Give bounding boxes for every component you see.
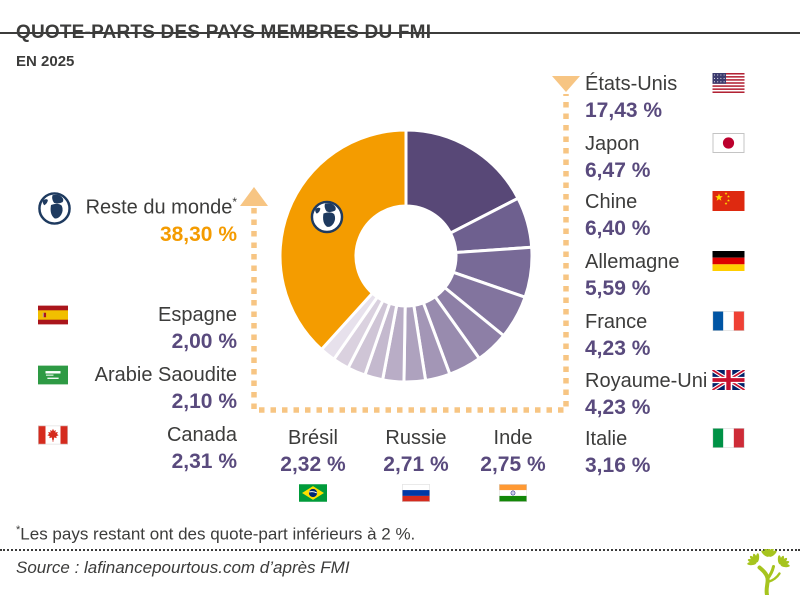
- flag-gb-icon: [711, 368, 746, 392]
- country-label: Italie: [585, 428, 628, 450]
- flag-cn-icon: [712, 191, 745, 211]
- donut-segment-japon: [448, 196, 534, 255]
- donut-segment-allemagne: [443, 270, 527, 338]
- legend-item-inde: Inde 2,75 %: [453, 425, 573, 507]
- flag-jp-icon: [712, 133, 745, 153]
- quota-value: 2,32 %: [280, 453, 346, 476]
- country-label: Allemagne: [585, 251, 680, 273]
- country-label: France: [585, 311, 648, 333]
- country-label: Espagne: [158, 304, 237, 326]
- country-label: États-Unis: [585, 73, 678, 95]
- quota-value: 2,71 %: [383, 453, 449, 476]
- quota-value: 2,10 %: [171, 390, 237, 413]
- footer-divider: [0, 549, 800, 551]
- quota-value: 5,59 %: [585, 277, 651, 300]
- donut-segment-italie: [412, 301, 452, 382]
- legend-item-arabie-saoudite: Arabie Saoudite 2,10 %: [38, 362, 237, 415]
- donut-segment-france: [433, 286, 506, 360]
- tree-logo: [747, 549, 790, 595]
- flag-ru-icon: [402, 484, 430, 502]
- arrow-down-icon: [552, 76, 580, 92]
- quota-value: 4,23 %: [585, 396, 651, 419]
- globe-icon: [38, 192, 71, 225]
- flag-us-icon: [712, 73, 745, 93]
- arrow-up-icon: [240, 187, 268, 206]
- footnote: *Les pays restant ont des quote-part inf…: [16, 524, 415, 545]
- legend-item-allemagne: Allemagne 5,59 %: [585, 249, 795, 302]
- legend-item-italie: Italie 3,16 %: [585, 426, 795, 479]
- legend-item-france: France 4,23 %: [585, 309, 795, 362]
- legend-item-russie: Russie 2,71 %: [356, 425, 476, 507]
- quota-value: 6,47 %: [585, 159, 651, 182]
- footnote-text: Les pays restant ont des quote-part infé…: [20, 524, 416, 544]
- donut-chart: [278, 128, 534, 384]
- legend-item-etats-unis: États-Unis 17,43 %: [585, 71, 795, 124]
- donut-segment-etats-unis: [404, 128, 520, 235]
- donut-segment-russie: [381, 303, 407, 384]
- flag-es-icon: [38, 305, 68, 325]
- country-label: Chine: [585, 191, 638, 213]
- legend-item-canada: Canada 2,31 %: [38, 422, 237, 475]
- footnote-mark: *: [16, 524, 21, 536]
- donut-segment-arabie-saoudite: [332, 295, 385, 370]
- country-label: Reste du monde: [85, 196, 233, 219]
- donut-segment-espagne: [319, 291, 379, 361]
- legend-item-reste-du-monde: Reste du monde* 38,30 %: [38, 189, 237, 248]
- donut-segment-bresil: [363, 301, 399, 382]
- donut-segment-chine: [451, 245, 534, 299]
- quota-value: 2,75 %: [480, 453, 546, 476]
- quota-value: 3,16 %: [585, 454, 651, 477]
- donut-segment-canada: [346, 298, 392, 377]
- flag-ca-icon: [38, 425, 68, 445]
- quota-value: 6,40 %: [585, 217, 651, 240]
- note-mark: *: [232, 195, 237, 209]
- legend-item-chine: Chine 6,40 %: [585, 189, 795, 242]
- donut-segment-reste-du-monde: [278, 128, 408, 351]
- legend-item-bresil: Brésil 2,32 %: [253, 425, 373, 507]
- country-label: Canada: [166, 424, 237, 446]
- globe-icon: [310, 200, 344, 234]
- quota-value: 2,31 %: [171, 450, 237, 473]
- tree-logo-art: [747, 549, 790, 595]
- donut-segment-inde: [402, 303, 428, 384]
- country-label: Inde: [493, 427, 533, 449]
- flag-fr-icon: [712, 311, 745, 331]
- connector-path: [251, 94, 569, 413]
- quota-value: 2,00 %: [171, 330, 237, 353]
- flag-in-icon: [499, 484, 527, 502]
- country-label: Russie: [385, 427, 447, 449]
- flag-br-icon: [299, 484, 327, 502]
- country-label: Brésil: [287, 427, 338, 449]
- country-label: Royaume-Uni: [585, 370, 708, 392]
- flag-it-icon: [712, 428, 745, 448]
- legend-item-japon: Japon 6,47 %: [585, 131, 795, 184]
- donut-segment-royaume-uni: [421, 295, 481, 376]
- country-label: Arabie Saoudite: [94, 364, 237, 386]
- quota-value: 38,30 %: [159, 222, 237, 246]
- title-divider: [0, 32, 800, 34]
- flag-de-icon: [712, 251, 745, 271]
- page-subtitle: EN 2025: [16, 53, 75, 71]
- legend-item-royaume-uni: Royaume-Uni 4,23 %: [585, 368, 795, 421]
- country-label: Japon: [585, 133, 640, 155]
- quota-value: 4,23 %: [585, 337, 651, 360]
- flag-sa-icon: [38, 365, 68, 385]
- legend-item-espagne: Espagne 2,00 %: [38, 302, 237, 355]
- quota-value: 17,43 %: [585, 99, 663, 122]
- source-credit: Source : lafinancepourtous.com d’après F…: [16, 558, 350, 577]
